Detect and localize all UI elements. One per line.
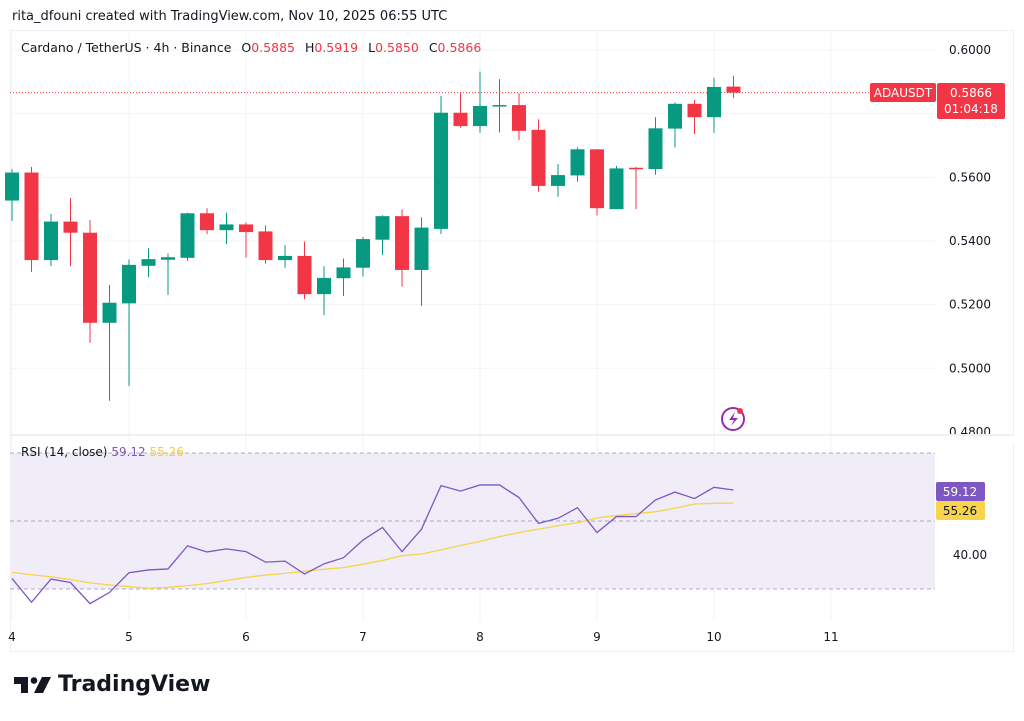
rsi-value-tag-label: 59.12 bbox=[943, 485, 977, 499]
candle-body[interactable] bbox=[668, 103, 682, 129]
candle-body[interactable] bbox=[24, 172, 39, 261]
candle-body[interactable] bbox=[122, 264, 136, 304]
rsi-axis-label: 40.00 bbox=[953, 548, 987, 562]
candle-body[interactable] bbox=[141, 259, 156, 266]
x-tick-label: 11 bbox=[823, 630, 838, 644]
candle-body[interactable] bbox=[590, 149, 604, 209]
symbol-legend: Cardano / TetherUS · 4h · Binance O0.588… bbox=[21, 40, 481, 55]
axis-mask bbox=[935, 434, 1015, 444]
x-tick-label: 6 bbox=[242, 630, 250, 644]
price-axis-label: 0.5200 bbox=[949, 298, 991, 312]
candle-body[interactable] bbox=[551, 175, 565, 186]
lightning-bolt-icon[interactable] bbox=[721, 407, 745, 431]
last-price-tag bbox=[937, 83, 1005, 119]
candle-body[interactable] bbox=[258, 231, 273, 261]
close-value: 0.5866 bbox=[437, 40, 482, 55]
open-value: 0.5885 bbox=[251, 40, 295, 55]
x-tick-label: 9 bbox=[593, 630, 601, 644]
low-value: 0.5850 bbox=[375, 40, 419, 55]
high-value: 0.5919 bbox=[314, 40, 359, 55]
candle-body[interactable] bbox=[239, 224, 253, 233]
x-tick-label: 8 bbox=[476, 630, 484, 644]
rsi-ma-tag bbox=[936, 501, 985, 520]
last-price-value: 0.5866 bbox=[950, 86, 992, 100]
price-axis-label: 0.5600 bbox=[949, 170, 991, 184]
price-axis-label: 0.6000 bbox=[949, 43, 991, 57]
high-label: H bbox=[304, 40, 315, 55]
candle-body[interactable] bbox=[473, 106, 487, 127]
candle-body[interactable] bbox=[707, 86, 721, 118]
candle-body[interactable] bbox=[629, 167, 643, 170]
rsi-value-tag bbox=[936, 482, 985, 501]
ticker-tag bbox=[870, 83, 936, 102]
x-tick-label: 7 bbox=[359, 630, 367, 644]
candle-body[interactable] bbox=[570, 149, 585, 176]
ticker-tag-label: ADAUSDT bbox=[874, 86, 933, 100]
candle-body[interactable] bbox=[726, 86, 741, 93]
rsi-ma-tag-label: 55.26 bbox=[943, 504, 977, 518]
candle-body[interactable] bbox=[278, 255, 292, 261]
rsi-line bbox=[11, 484, 734, 605]
candle-body[interactable] bbox=[375, 216, 390, 240]
candle-body[interactable] bbox=[414, 227, 429, 270]
rsi-ma-line bbox=[11, 502, 734, 589]
candle-body[interactable] bbox=[512, 105, 526, 131]
chart-frame bbox=[10, 30, 1014, 652]
candle-body[interactable] bbox=[317, 277, 331, 295]
chart-credit: rita_dfouni created with TradingView.com… bbox=[12, 9, 448, 24]
close-label: C bbox=[428, 40, 438, 55]
tradingview-logo: TradingView bbox=[14, 672, 210, 697]
tradingview-logo-icon bbox=[14, 676, 51, 693]
x-tick-label: 10 bbox=[706, 630, 721, 644]
candle-body[interactable] bbox=[395, 216, 409, 270]
candle-body[interactable] bbox=[687, 103, 702, 118]
candle-body[interactable] bbox=[63, 221, 78, 233]
candle-body[interactable] bbox=[492, 105, 507, 107]
rsi-value: 59.12 bbox=[111, 445, 146, 459]
candle-body[interactable] bbox=[648, 128, 663, 170]
price-axis-label: 0.5000 bbox=[949, 361, 991, 375]
candle-body[interactable] bbox=[434, 112, 448, 229]
bar-countdown: 01:04:18 bbox=[944, 102, 998, 116]
candle-body[interactable] bbox=[161, 257, 175, 260]
open-label: O bbox=[241, 40, 252, 55]
candle-body[interactable] bbox=[453, 112, 468, 127]
rsi-legend: RSI (14, close) 59.12 55.26 bbox=[21, 445, 184, 459]
candle-body[interactable] bbox=[5, 172, 19, 201]
low-label: L bbox=[368, 40, 376, 55]
candle-body[interactable] bbox=[200, 213, 214, 231]
candle-body[interactable] bbox=[44, 221, 58, 261]
candle-body[interactable] bbox=[83, 232, 97, 323]
rsi-title[interactable]: RSI (14, close) bbox=[21, 445, 108, 459]
rsi-ma-value: 55.26 bbox=[149, 445, 184, 459]
symbol-title[interactable]: Cardano / TetherUS · 4h · Binance bbox=[21, 40, 232, 55]
candle-body[interactable] bbox=[356, 239, 370, 268]
x-tick-label: 5 bbox=[125, 630, 133, 644]
price-axis-label: 0.5400 bbox=[949, 234, 991, 248]
x-tick-label: 4 bbox=[8, 630, 16, 644]
candle-body[interactable] bbox=[609, 168, 624, 210]
candle-body[interactable] bbox=[102, 302, 117, 323]
candle-body[interactable] bbox=[219, 224, 234, 231]
candle-body[interactable] bbox=[336, 267, 351, 279]
candle-body[interactable] bbox=[531, 129, 546, 186]
brand-name: TradingView bbox=[58, 672, 211, 697]
candle-body[interactable] bbox=[180, 213, 195, 258]
candle-body[interactable] bbox=[297, 255, 312, 295]
